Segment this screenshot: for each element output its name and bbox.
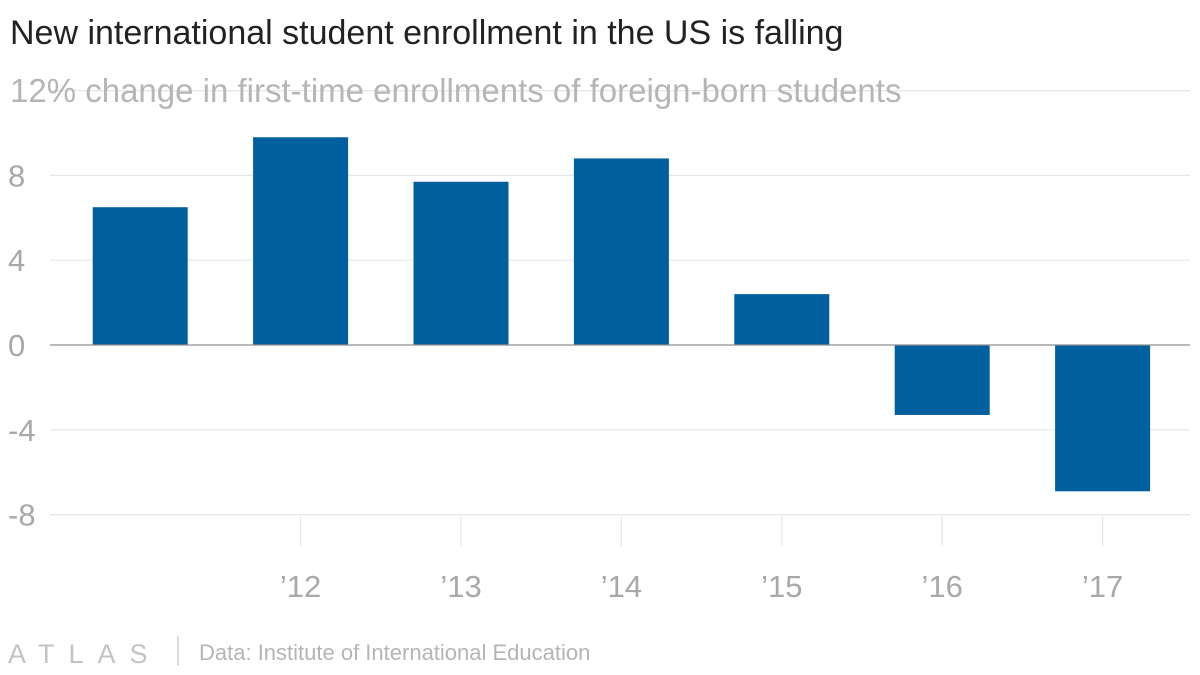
y-tick-label: 0: [8, 328, 25, 363]
atlas-logo: ATLAS: [8, 639, 162, 669]
bars: [92, 137, 1151, 492]
x-tick-label: ’13: [440, 569, 481, 604]
y-tick-label: 4: [8, 243, 25, 278]
x-tick-label: ’17: [1082, 569, 1123, 604]
chart-subtitle: 12% change in first-time enrollments of …: [10, 72, 901, 109]
y-tick-label: 8: [8, 158, 25, 193]
bar-17: [1055, 345, 1151, 492]
bar-12: [253, 137, 349, 345]
data-source: Data: Institute of International Educati…: [199, 640, 590, 665]
x-tick-label: ’12: [280, 569, 321, 604]
bar-16: [894, 345, 990, 415]
y-axis-labels: -8 -4 0 4 8: [8, 158, 36, 532]
x-tick-label: ’14: [601, 569, 642, 604]
x-tick-marks: [300, 516, 1104, 546]
chart-title: New international student enrollment in …: [10, 14, 843, 52]
bar-14: [573, 158, 669, 345]
bar-13: [413, 181, 509, 345]
bar-11: [92, 207, 188, 345]
y-tick-label: -4: [8, 413, 36, 448]
bar-15: [734, 294, 830, 345]
x-axis-labels: ’12 ’13 ’14 ’15 ’16 ’17: [280, 569, 1123, 604]
x-tick-label: ’16: [922, 569, 963, 604]
y-tick-label: -8: [8, 498, 36, 533]
x-tick-label: ’15: [761, 569, 802, 604]
